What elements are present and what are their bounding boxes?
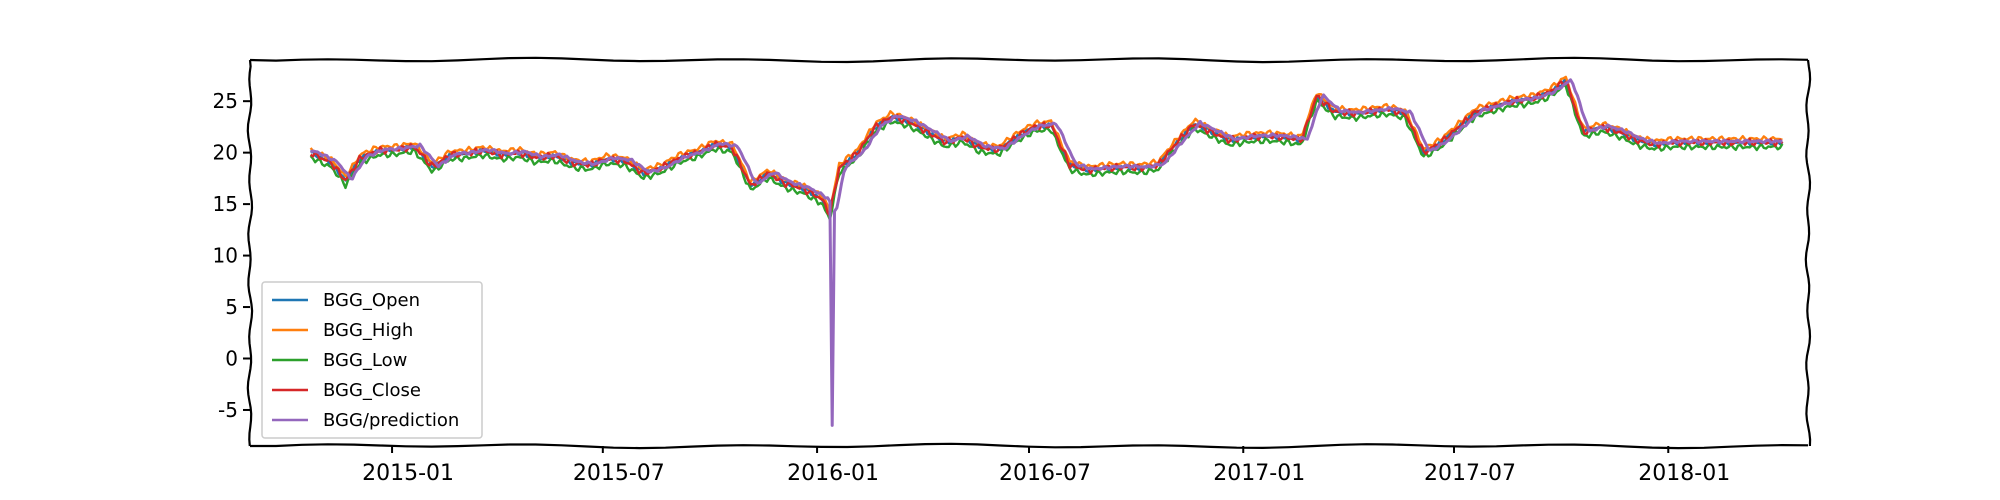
frame-left: [246, 59, 254, 447]
y-tick-label: 10: [213, 244, 238, 268]
legend-label: BGG_High: [323, 320, 413, 341]
frame-top: [249, 56, 1809, 64]
legend-box: [261, 281, 483, 439]
legend-label: BGG/prediction: [323, 410, 459, 431]
legend-label: BGG_Close: [323, 380, 421, 401]
x-tick-label: 2015-07: [573, 461, 665, 486]
x-axis: 2015-01 2015-07 2016-01 2016-07 2017-01 2017-…: [362, 446, 1730, 486]
legend: BGG_Open BGG_High BGG_Low BGG_Close BGG/pred…: [261, 281, 483, 439]
y-axis: 25 20 15 10 5 0 -5: [213, 89, 250, 422]
frame-right: [1804, 59, 1812, 447]
series-line-bgg-prediction: [310, 78, 1783, 427]
y-tick-label: 15: [213, 192, 238, 216]
legend-label: BGG_Low: [323, 350, 407, 371]
x-tick-label: 2018-01: [1638, 461, 1730, 486]
x-tick-label: 2016-01: [787, 461, 879, 486]
x-tick-label: 2016-07: [999, 461, 1091, 486]
legend-label: BGG_Open: [323, 290, 420, 311]
x-tick-label: 2017-07: [1424, 461, 1516, 486]
y-tick-label: 5: [225, 295, 238, 319]
series-line-bgg-close: [309, 80, 1784, 217]
y-tick-label: 20: [213, 141, 238, 165]
x-tick-label: 2017-01: [1213, 461, 1305, 486]
series-line-bgg-open: [310, 77, 1784, 214]
series-layer: [309, 75, 1784, 427]
y-tick-label: -5: [218, 398, 238, 422]
series-line-bgg-high: [309, 75, 1783, 214]
x-tick-label: 2015-01: [362, 461, 454, 486]
y-tick-label: 25: [213, 89, 238, 113]
y-tick-label: 0: [225, 347, 238, 371]
